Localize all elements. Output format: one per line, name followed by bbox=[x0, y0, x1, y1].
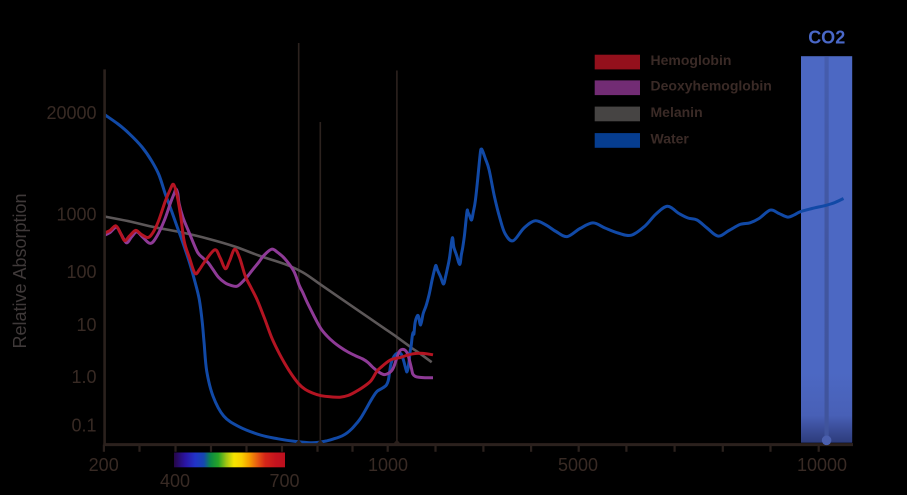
svg-text:5000: 5000 bbox=[558, 455, 598, 475]
svg-text:10000: 10000 bbox=[797, 455, 847, 475]
svg-text:Relative Absorption: Relative Absorption bbox=[10, 193, 30, 348]
svg-text:400: 400 bbox=[160, 471, 190, 490]
svg-text:CO2: CO2 bbox=[808, 28, 845, 48]
svg-text:Water: Water bbox=[651, 130, 690, 146]
svg-text:10: 10 bbox=[76, 315, 96, 335]
svg-text:1000: 1000 bbox=[368, 455, 408, 475]
svg-text:1.0: 1.0 bbox=[71, 367, 96, 387]
svg-text:200: 200 bbox=[89, 455, 119, 475]
svg-text:700: 700 bbox=[269, 471, 299, 490]
svg-text:1000: 1000 bbox=[56, 205, 96, 225]
svg-text:Hemoglobin: Hemoglobin bbox=[651, 52, 732, 68]
svg-text:0.1: 0.1 bbox=[71, 415, 96, 435]
svg-text:20000: 20000 bbox=[46, 103, 96, 123]
svg-text:Deoxyhemoglobin: Deoxyhemoglobin bbox=[651, 78, 772, 94]
svg-text:100: 100 bbox=[66, 262, 96, 282]
svg-text:Melanin: Melanin bbox=[651, 104, 703, 120]
